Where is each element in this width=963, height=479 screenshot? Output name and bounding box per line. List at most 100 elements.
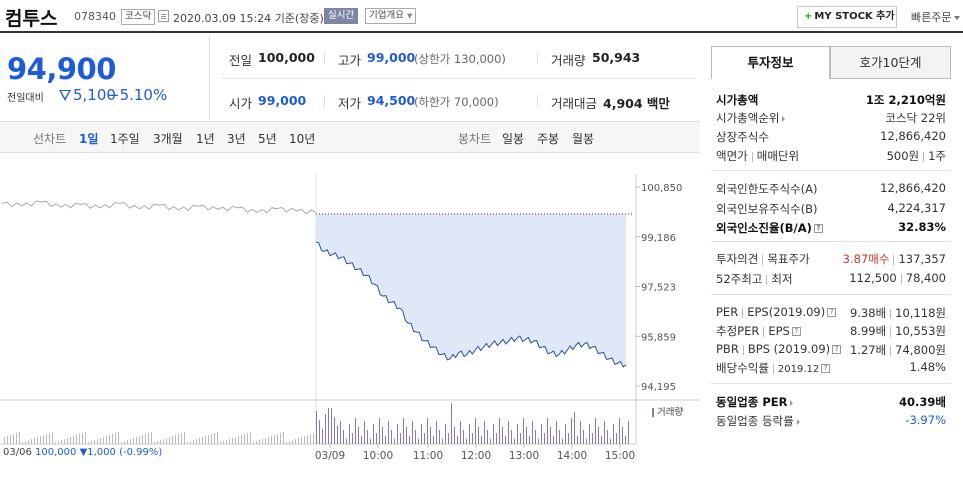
volume-bar [592, 433, 593, 444]
volume-bar [256, 441, 257, 444]
amount-value: 4,904 백만 [603, 96, 670, 111]
volume-bar [28, 440, 29, 444]
volume-bar [499, 418, 500, 444]
arrow-right-icon [782, 115, 786, 122]
x-tick-label: 15:00 [605, 450, 635, 462]
arrow-right-icon [790, 399, 794, 406]
volume-bar [304, 436, 305, 444]
volume-bar [223, 441, 224, 444]
volume-bar [85, 432, 86, 444]
volume-bar [100, 438, 101, 444]
tab-5years[interactable]: 5년 [258, 132, 277, 146]
calendar-icon [158, 10, 169, 22]
company-info-dropdown[interactable]: 기업개요 ▼ [365, 8, 417, 24]
volume-bar [445, 424, 446, 444]
volume-bar [574, 412, 575, 444]
tab-weekly-candle[interactable]: 주봉 [537, 132, 560, 146]
volume-bar [388, 421, 389, 444]
tab-1day[interactable]: 1일 [79, 132, 99, 146]
tab-1week[interactable]: 1주일 [110, 132, 140, 146]
y-tick-label: 97,523 [641, 283, 676, 294]
foreign-limit-row: 외국인한도주식수(A) 12,866,420 [716, 181, 946, 196]
volume-bar [607, 430, 608, 444]
volume-bar [358, 427, 359, 444]
volume-bar [373, 424, 374, 444]
volume-bar [421, 424, 422, 444]
est-per-row: 추정PER EPS? 8.99배 10,553원 [716, 324, 946, 338]
volume-bar [112, 434, 113, 444]
volume-bar [79, 434, 80, 444]
volume-bar [487, 430, 488, 444]
volume-legend: 거래량 [652, 404, 683, 418]
tab-orderbook-10[interactable]: 호가10단계 [830, 46, 951, 79]
volume-bar [58, 441, 59, 444]
volume-bar [295, 439, 296, 444]
volume-bar [25, 441, 26, 444]
prev-close-value: 100,000 [258, 50, 315, 65]
volume-bar [514, 439, 515, 444]
tab-monthly-candle[interactable]: 월봉 [572, 132, 595, 146]
volume-bar [340, 421, 341, 444]
volume-bar [262, 439, 263, 444]
market-cap-row: 시가총액 1조 2,210억원 [716, 93, 946, 107]
volume-bar [121, 442, 122, 444]
low-label: 저가 [338, 96, 362, 111]
volume-bar [583, 430, 584, 444]
volume-bar [307, 435, 308, 444]
volume-bar [13, 434, 14, 444]
tab-3years[interactable]: 3년 [227, 132, 246, 146]
tab-daily-candle[interactable]: 일봉 [502, 132, 525, 146]
volume-bar [616, 433, 617, 444]
help-icon[interactable]: ? [827, 308, 837, 317]
help-icon[interactable]: ? [791, 327, 801, 336]
divider [324, 95, 325, 107]
volume-bar [595, 418, 596, 444]
help-icon[interactable]: ? [832, 345, 842, 354]
volume-bar [154, 442, 155, 444]
current-price-panel: 94,900 전일대비 5,100 −5.10% [0, 35, 210, 120]
shares-row: 상장주식수 12,866,420 [716, 129, 946, 144]
realtime-button[interactable]: 실시간 [324, 8, 359, 24]
volume-bar [397, 424, 398, 444]
price-chart-svg[interactable]: 100,850 99,186 97,523 95,859 94,195 03/09 10:… [0, 154, 700, 476]
foreign-hold-row: 외국인보유주식수(B) 4,224,317 [716, 201, 946, 216]
facevalue-row: 액면가 매매단위 500원 1주 [716, 149, 946, 163]
intraday-chart[interactable]: 100,850 99,186 97,523 95,859 94,195 03/09 10:… [0, 154, 700, 476]
cap-rank-row[interactable]: 시가총액순위 코스닥 22위 [716, 111, 946, 125]
volume-bar [586, 439, 587, 444]
volume-bar [91, 441, 92, 444]
stock-header: 컴투스 078340 코스닥 2020.03.09 15:24 기준(장중) 실… [0, 0, 963, 33]
x-tick-label: 12:00 [461, 450, 491, 462]
volume-bar [34, 438, 35, 444]
volume-bar [604, 421, 605, 444]
volume-bar [220, 442, 221, 444]
today-area-fill [316, 214, 626, 367]
volume-bar [4, 437, 5, 444]
volume-bar [331, 408, 332, 444]
volume-bar [553, 436, 554, 444]
tab-3months[interactable]: 3개월 [153, 132, 183, 146]
volume-bar [544, 433, 545, 444]
add-mystock-button[interactable]: + MY STOCK 추가 [797, 6, 897, 28]
volume-bar [379, 418, 380, 444]
divider [537, 52, 538, 64]
volume-bar [424, 433, 425, 444]
down-arrow-icon [59, 90, 71, 101]
price-diff-label: 전일대비 [7, 93, 44, 104]
help-icon[interactable]: ? [813, 224, 823, 233]
high-label: 고가 [338, 53, 362, 68]
volume-bar [7, 436, 8, 444]
volume-bar [502, 427, 503, 444]
quick-order-dropdown[interactable]: 빠른주문 [911, 9, 960, 25]
volume-bar [451, 403, 452, 444]
volume-bar [316, 411, 317, 444]
volume-bar [232, 438, 233, 444]
tab-10years[interactable]: 10년 [289, 132, 316, 146]
per-row: PER EPS(2019.09)? 9.38배 10,118원 [716, 305, 946, 320]
help-icon[interactable]: ? [821, 364, 831, 373]
tab-investment-info[interactable]: 투자정보 [711, 46, 830, 79]
volume-bar [367, 430, 368, 444]
volume-bar [460, 421, 461, 444]
52week-row: 52주최고 최저 112,500 78,400 [716, 271, 946, 286]
tab-1year[interactable]: 1년 [196, 132, 215, 146]
